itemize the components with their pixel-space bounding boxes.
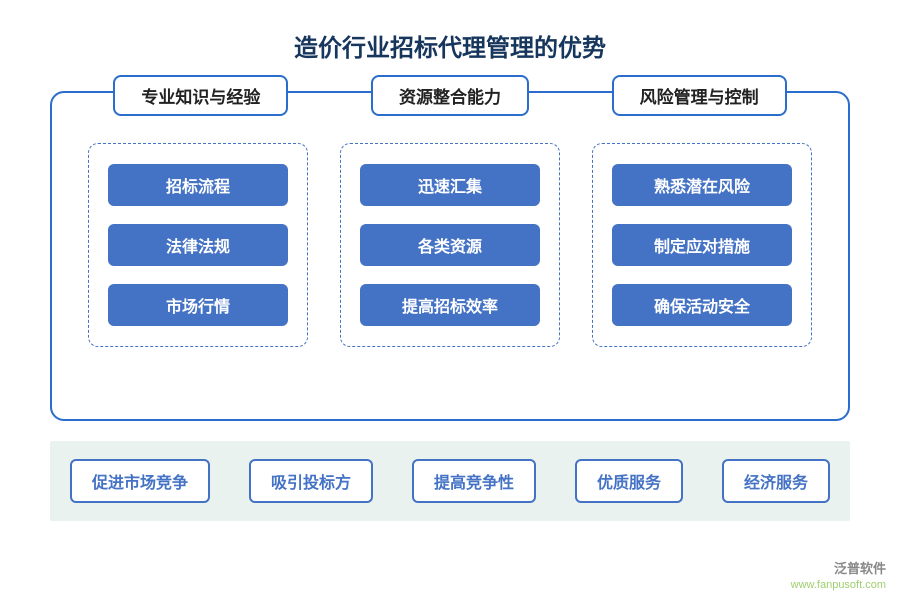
column-knowledge: 招标流程 法律法规 市场行情 — [88, 143, 308, 347]
tab-risk: 风险管理与控制 — [612, 75, 787, 116]
bottom-bar: 促进市场竞争 吸引投标方 提高竞争性 优质服务 经济服务 — [50, 441, 850, 521]
outer-container: 专业知识与经验 资源整合能力 风险管理与控制 招标流程 法律法规 市场行情 迅速… — [50, 91, 850, 421]
column-risk: 熟悉潜在风险 制定应对措施 确保活动安全 — [592, 143, 812, 347]
column-resources: 迅速汇集 各类资源 提高招标效率 — [340, 143, 560, 347]
footer: 泛普软件 www.fanpusoft.com — [791, 561, 886, 592]
bottom-attract-bidders: 吸引投标方 — [249, 459, 373, 503]
footer-brand: 泛普软件 — [791, 561, 886, 578]
tabs-row: 专业知识与经验 资源整合能力 风险管理与控制 — [52, 75, 848, 116]
bottom-quality-service: 优质服务 — [575, 459, 683, 503]
pill-improve-efficiency: 提高招标效率 — [360, 284, 540, 326]
pill-market-trend: 市场行情 — [108, 284, 288, 326]
footer-url: www.fanpusoft.com — [791, 578, 886, 592]
columns-row: 招标流程 法律法规 市场行情 迅速汇集 各类资源 提高招标效率 熟悉潜在风险 制… — [52, 143, 848, 347]
pill-ensure-safety: 确保活动安全 — [612, 284, 792, 326]
bottom-improve-competitiveness: 提高竞争性 — [412, 459, 536, 503]
pill-law-regulation: 法律法规 — [108, 224, 288, 266]
tab-knowledge: 专业知识与经验 — [113, 75, 288, 116]
pill-quick-gather: 迅速汇集 — [360, 164, 540, 206]
tab-resources: 资源整合能力 — [371, 75, 529, 116]
bottom-economic-service: 经济服务 — [722, 459, 830, 503]
bottom-promote-competition: 促进市场竞争 — [70, 459, 210, 503]
pill-identify-risk: 熟悉潜在风险 — [612, 164, 792, 206]
pill-countermeasures: 制定应对措施 — [612, 224, 792, 266]
pill-bidding-process: 招标流程 — [108, 164, 288, 206]
pill-various-resources: 各类资源 — [360, 224, 540, 266]
